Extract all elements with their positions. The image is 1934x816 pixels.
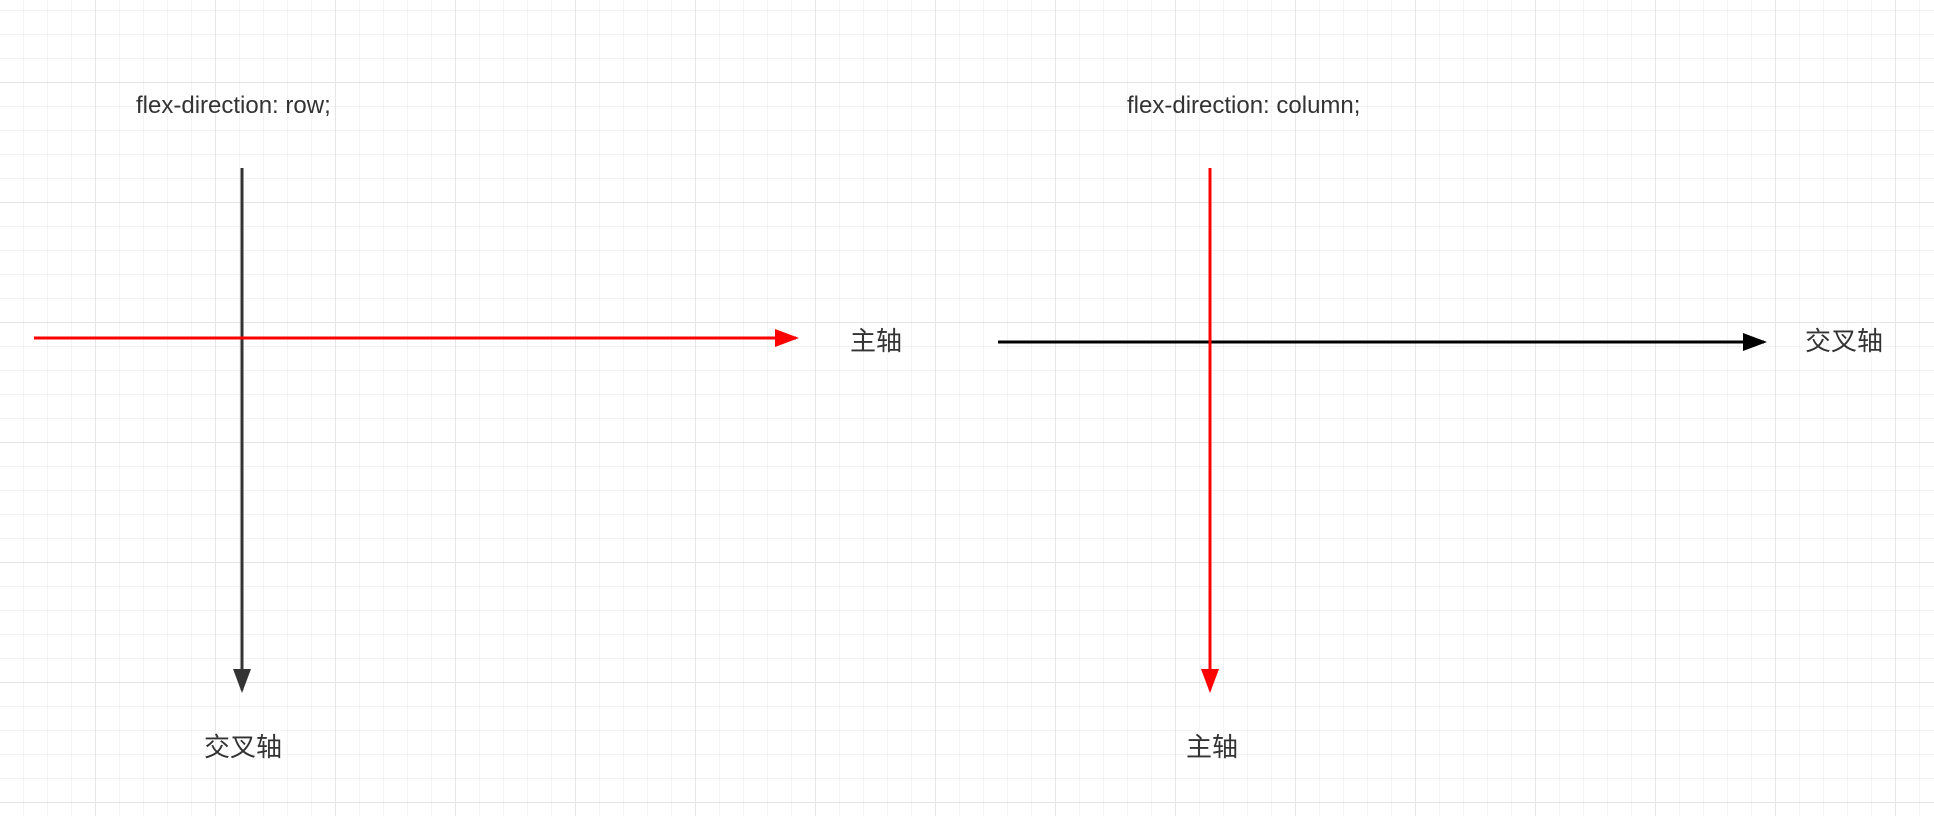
row-cross-axis-label: 交叉轴 [204,733,282,763]
row-main-axis-label: 主轴 [850,327,902,357]
column-cross-axis-label: 交叉轴 [1805,327,1883,357]
column-diagram: flex-direction: column; 交叉轴 主轴 [998,92,1883,763]
row-diagram: flex-direction: row; 主轴 交叉轴 [34,92,902,763]
column-main-axis-label: 主轴 [1186,733,1238,763]
row-diagram-title: flex-direction: row; [136,92,331,119]
column-diagram-title: flex-direction: column; [1127,92,1360,119]
